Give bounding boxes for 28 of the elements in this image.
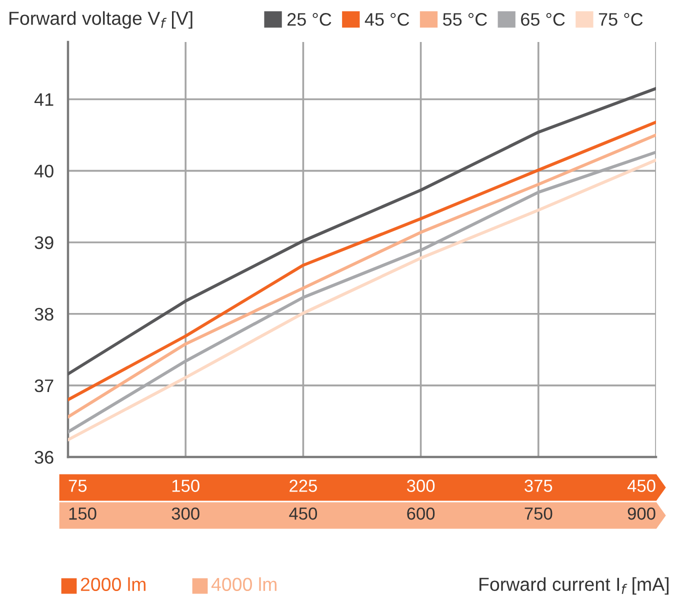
x-axis-title: Forward current I$_{f}$ [mA] [480, 577, 668, 595]
legend-label: 25 °C [287, 13, 332, 26]
x-tick-label: 375 [524, 480, 552, 492]
y-tick-label: 40 [34, 164, 54, 178]
y-axis-title: Forward voltage V$_{f}$ [V] [10, 11, 192, 29]
text: 2000 lm [80, 577, 146, 592]
line-series [68, 86, 656, 376]
legend-label: 75 °C [598, 13, 643, 26]
y-tick-label: 37 [34, 379, 54, 392]
y-tick-label: 38 [34, 308, 54, 321]
x2-tick-label: 750 [524, 507, 552, 520]
text: 4000 lm [211, 577, 276, 592]
x2-tick-label: 900 [628, 507, 656, 520]
legend-label: 45 °C [364, 13, 410, 26]
legend-label: 55 °C [443, 13, 487, 26]
legend-label: 65 °C [521, 13, 565, 26]
y-tick-label: 39 [34, 236, 54, 250]
x2-tick-label: 300 [172, 507, 200, 520]
x-tick-label: 225 [290, 480, 317, 492]
y-tick-label: 41 [34, 93, 54, 106]
x-tick-label: 300 [406, 480, 435, 492]
x2-tick-label: 450 [289, 507, 318, 520]
y-tick-label: 36 [34, 450, 54, 464]
x2-tick-label: 150 [69, 507, 96, 520]
x2-tick-label: 600 [407, 507, 435, 520]
x-tick-label: 450 [627, 480, 656, 492]
x-tick-label: 150 [172, 480, 200, 492]
x-tick-label: 75 [68, 480, 87, 492]
